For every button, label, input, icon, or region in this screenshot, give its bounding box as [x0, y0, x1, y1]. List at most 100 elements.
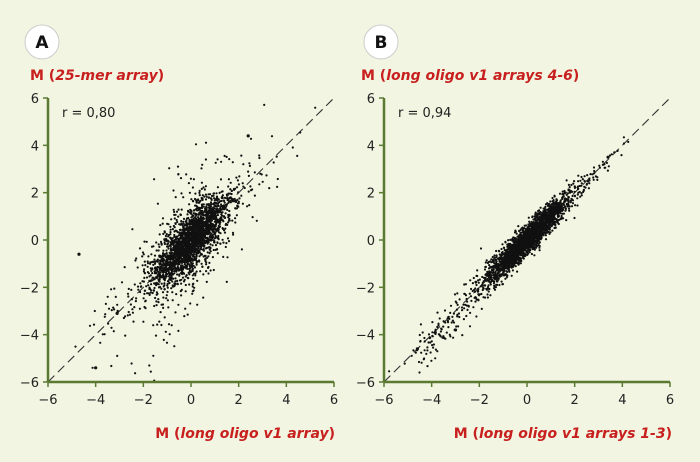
data-point: [178, 279, 182, 282]
data-point: [474, 287, 477, 290]
data-point: [183, 260, 186, 263]
data-point: [147, 255, 150, 258]
data-point: [219, 178, 223, 181]
data-point: [136, 285, 140, 288]
data-point: [501, 243, 504, 246]
data-point: [570, 183, 573, 187]
data-point: [174, 277, 177, 280]
data-point: [200, 212, 203, 215]
data-point: [196, 218, 199, 221]
data-point: [483, 268, 487, 271]
data-point: [160, 282, 163, 285]
data-point: [540, 215, 544, 218]
data-point: [538, 241, 542, 244]
data-point: [177, 257, 180, 260]
data-point: [151, 279, 154, 282]
data-point: [501, 283, 504, 286]
data-point: [551, 223, 555, 226]
data-point: [544, 208, 547, 211]
data-point: [88, 324, 92, 327]
data-point: [423, 357, 426, 360]
data-point: [201, 198, 204, 202]
data-point: [201, 209, 204, 212]
data-point: [449, 311, 452, 314]
data-point: [486, 285, 490, 289]
data-point: [190, 221, 194, 224]
data-point: [120, 281, 124, 284]
data-point: [210, 211, 213, 214]
data-point: [200, 187, 203, 190]
data-point: [412, 349, 415, 352]
data-point: [180, 243, 183, 246]
data-point: [542, 207, 545, 210]
data-point: [551, 229, 554, 232]
data-point: [175, 229, 178, 232]
panel-b: B M (long oligo v1 arrays 4-6) M (long o…: [356, 24, 674, 442]
data-point: [170, 238, 173, 241]
data-point: [190, 270, 193, 273]
data-point: [235, 214, 238, 217]
data-point: [544, 205, 547, 208]
data-point: [484, 265, 487, 269]
data-point: [212, 192, 215, 195]
data-point: [169, 236, 172, 239]
data-point: [175, 237, 178, 240]
data-point: [199, 270, 202, 273]
data-point: [228, 209, 231, 213]
data-point: [166, 280, 170, 283]
data-point: [191, 292, 194, 295]
data-point: [198, 211, 201, 214]
data-point: [177, 208, 180, 211]
data-point: [520, 246, 523, 249]
data-point: [265, 174, 268, 177]
data-point: [213, 214, 216, 218]
data-point: [91, 366, 94, 369]
data-point: [110, 326, 113, 329]
data-point: [182, 280, 186, 283]
data-point: [436, 350, 439, 353]
data-point: [526, 252, 530, 255]
data-point: [165, 341, 169, 344]
data-point: [209, 201, 213, 204]
data-point: [242, 163, 245, 166]
data-point: [579, 179, 582, 182]
data-point: [160, 323, 163, 327]
data-point: [161, 263, 164, 266]
data-point: [230, 189, 233, 192]
data-point: [268, 187, 271, 190]
data-point: [182, 220, 185, 223]
data-point: [232, 233, 235, 236]
data-point: [228, 219, 231, 222]
data-point: [539, 206, 542, 209]
data-point: [514, 265, 517, 268]
data-point: [537, 239, 540, 242]
data-point: [196, 229, 200, 232]
data-point: [220, 203, 223, 206]
data-point: [228, 214, 231, 217]
data-point: [107, 307, 111, 310]
data-point: [143, 292, 146, 295]
data-point: [156, 323, 159, 326]
data-point: [200, 240, 203, 243]
data-point: [546, 212, 549, 215]
data-point: [530, 252, 534, 256]
data-point: [142, 297, 145, 300]
data-point: [130, 362, 133, 365]
data-point: [225, 203, 229, 206]
data-point: [567, 188, 570, 191]
data-point: [538, 246, 541, 249]
data-point: [147, 284, 150, 287]
data-point: [184, 275, 187, 278]
data-point: [418, 333, 421, 337]
data-point: [203, 245, 206, 248]
data-point: [188, 203, 191, 206]
data-point: [620, 154, 623, 157]
data-point: [219, 200, 222, 203]
data-point: [213, 197, 216, 200]
data-point: [224, 212, 227, 215]
data-point: [162, 338, 165, 341]
data-point: [169, 255, 172, 259]
data-point: [426, 346, 429, 349]
data-point: [223, 196, 226, 199]
